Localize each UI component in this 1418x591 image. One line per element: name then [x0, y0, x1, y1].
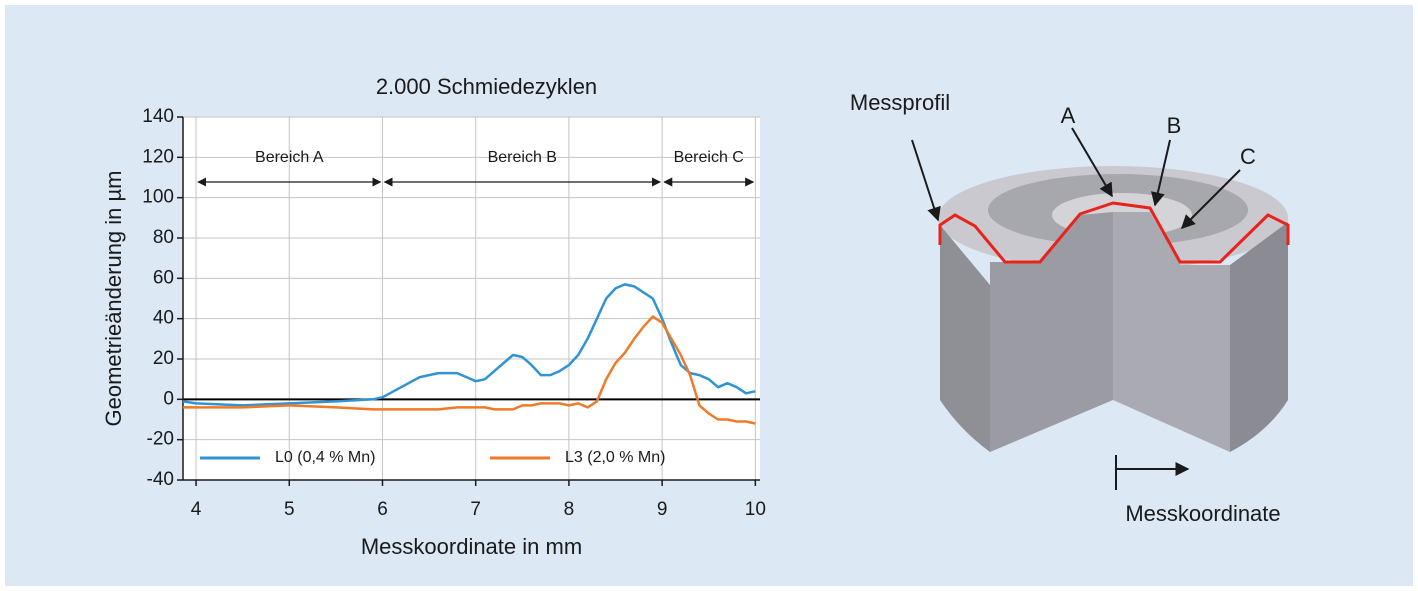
figure: -40 -20 0 20 40 60 80 100 120 140 4 5 6 7 8 9 10 Bereich … [0, 0, 1418, 591]
y-tick-label: 100 [142, 187, 174, 208]
illustration-label: C [1240, 144, 1256, 169]
y-tick-label: -40 [147, 469, 174, 490]
y-axis-label: Geometrieänderung in µm [101, 170, 126, 426]
x-tick-label: 9 [657, 499, 668, 520]
x-tick-label: 7 [470, 499, 481, 520]
legend-label: L3 (2,0 % Mn) [565, 449, 665, 466]
region-label: Bereich C [674, 149, 744, 166]
y-tick-label: 60 [153, 267, 174, 288]
illustration-label: Messkoordinate [1125, 501, 1280, 526]
illustration-label: B [1167, 113, 1182, 138]
x-tick-label: 6 [377, 499, 388, 520]
x-tick-label: 5 [284, 499, 295, 520]
legend-label: L0 (0,4 % Mn) [275, 449, 375, 466]
y-tick-label: 0 [163, 388, 174, 409]
y-tick-label: 140 [142, 106, 174, 127]
y-tick-label: 40 [153, 308, 174, 329]
x-tick-label: 4 [191, 499, 202, 520]
x-tick-label: 8 [564, 499, 575, 520]
region-label: Bereich A [255, 149, 324, 166]
page: {"chart_data": {"type": "line", "title":… [0, 0, 1418, 591]
y-tick-label: 80 [153, 227, 174, 248]
y-tick-label: -20 [147, 429, 174, 450]
illustration-label: A [1061, 103, 1076, 128]
chart-title: 2.000 Schmiedezyklen [376, 74, 597, 99]
y-tick-label: 20 [153, 348, 174, 369]
plot-area [183, 117, 760, 480]
x-tick-label: 10 [745, 499, 766, 520]
illustration-label: Messprofil [850, 90, 950, 115]
y-tick-label: 120 [142, 146, 174, 167]
x-axis-label: Messkoordinate in mm [361, 534, 582, 559]
region-label: Bereich B [488, 149, 557, 166]
